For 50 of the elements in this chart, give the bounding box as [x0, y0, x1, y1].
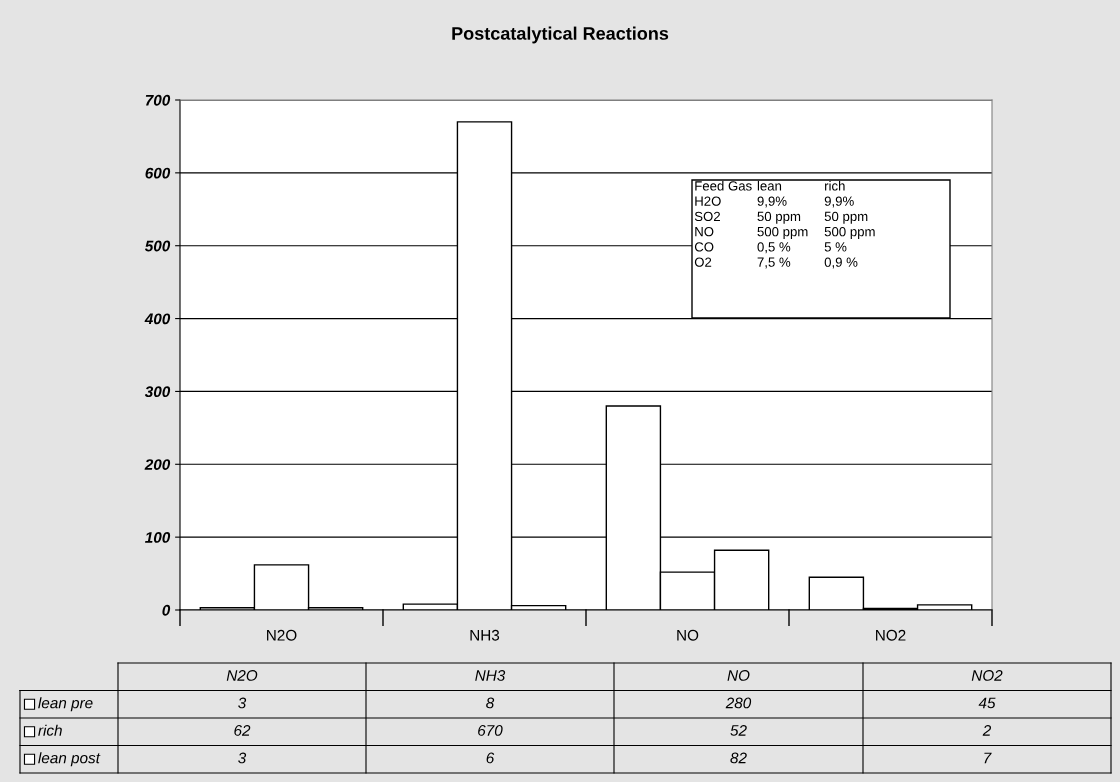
data-label: 82: [730, 752, 747, 764]
y-tick-label: 600: [145, 167, 171, 179]
legend-label: lean pre: [38, 697, 93, 712]
y-tick-label: 700: [145, 94, 171, 106]
annotation: NO: [695, 226, 714, 237]
annotation: 7,5 %: [757, 257, 791, 269]
y-tick-label: 300: [144, 386, 171, 398]
x-tick-label: NO: [677, 629, 699, 641]
data-label: 52: [730, 725, 747, 736]
data-label: 3: [238, 697, 247, 709]
data-label: 670: [478, 725, 503, 736]
annotation: SO2: [694, 211, 720, 222]
category-label: NO: [727, 670, 750, 681]
annotation: 0,5 %: [757, 242, 791, 254]
y-tick-label: 0: [162, 604, 171, 616]
data-label: 2: [982, 725, 992, 736]
category-label: N2O: [226, 670, 258, 681]
annotation: 9,9%: [757, 196, 787, 208]
x-tick-label: NO2: [876, 629, 906, 641]
annotation: rich: [825, 180, 845, 191]
data-label: 6: [486, 752, 495, 764]
annotation: 0,9 %: [824, 257, 858, 269]
x-tick-label: N2O: [267, 629, 297, 641]
legend-label: lean post: [38, 752, 101, 767]
legend-label: rich: [38, 724, 62, 736]
data-label: 45: [978, 697, 996, 709]
annotation: 500 ppm: [757, 226, 808, 239]
data-label: 8: [486, 697, 495, 709]
chart-title: Postcatalytical Reactions: [452, 26, 669, 44]
annotation: lean: [757, 180, 782, 191]
y-tick-label: 500: [144, 240, 171, 252]
y-tick-label: 400: [144, 313, 171, 325]
data-label: 280: [725, 697, 752, 709]
annotation: H2O: [695, 196, 721, 206]
data-label: 7: [984, 752, 992, 764]
data-label: 3: [238, 752, 247, 764]
annotation: 50 ppm: [757, 211, 801, 224]
annotation: 500 ppm: [824, 226, 875, 239]
x-tick-label: NH3: [470, 629, 500, 641]
annotation: Feed Gas: [695, 180, 752, 191]
data-label: 62: [234, 725, 251, 736]
annotation: 5 %: [824, 242, 847, 252]
annotation: CO: [694, 242, 714, 252]
y-tick-label: 100: [145, 532, 171, 543]
y-tick-label: 200: [144, 459, 171, 470]
annotation: O2: [694, 257, 712, 267]
category-label: NO2: [971, 670, 1003, 681]
annotation: 50 ppm: [824, 211, 868, 224]
annotation: 9,9%: [824, 196, 854, 208]
category-label: NH3: [475, 670, 506, 681]
